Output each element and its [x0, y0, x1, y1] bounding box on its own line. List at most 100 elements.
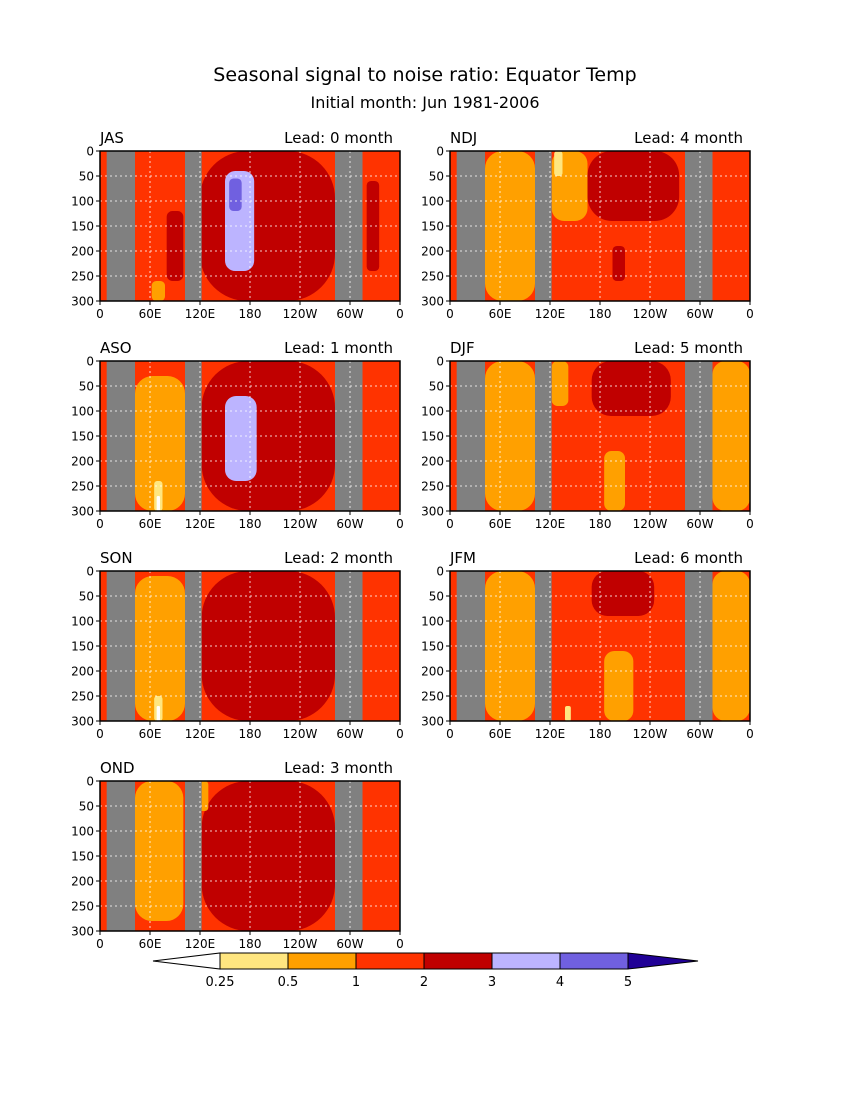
- land-mask: [185, 781, 202, 931]
- panel-lead-label: Lead: 4 month: [634, 129, 743, 147]
- land-mask: [335, 151, 363, 301]
- y-tick-label: 250: [71, 690, 94, 704]
- chart-subtitle: Initial month: Jun 1981-2006: [310, 93, 539, 112]
- y-tick-label: 250: [421, 480, 444, 494]
- panel-lead-label: Lead: 5 month: [634, 339, 743, 357]
- x-tick-label: 180: [239, 307, 262, 321]
- x-tick-label: 60W: [686, 307, 713, 321]
- x-tick-label: 60E: [139, 727, 162, 741]
- x-tick-label: 60E: [139, 937, 162, 951]
- panel-season-label: DJF: [450, 339, 475, 357]
- y-tick-label: 50: [429, 170, 444, 184]
- y-tick-label: 150: [71, 430, 94, 444]
- panel-lead-label: Lead: 6 month: [634, 549, 743, 567]
- y-tick-label: 150: [421, 430, 444, 444]
- colorbar-extension-high: [627, 952, 699, 970]
- land-mask: [335, 361, 363, 511]
- y-tick-label: 100: [71, 825, 94, 839]
- land-mask: [335, 571, 363, 721]
- grid-lines: [450, 571, 750, 721]
- colorbar-label: 2: [420, 975, 428, 990]
- land-mask: [535, 361, 552, 511]
- contour-region: [366, 181, 380, 271]
- y-tick-label: 150: [421, 220, 444, 234]
- contour-region: [565, 706, 571, 721]
- contour-region: [551, 361, 569, 406]
- x-tick-label: 120W: [283, 937, 318, 951]
- x-tick-label: 60W: [686, 727, 713, 741]
- y-tick-label: 200: [421, 665, 444, 679]
- y-tick-label: 300: [421, 715, 444, 729]
- contour-region: [591, 571, 655, 616]
- land-mask: [685, 571, 713, 721]
- chart-title: Seasonal signal to noise ratio: Equator …: [213, 64, 636, 86]
- land-mask: [535, 571, 552, 721]
- y-tick-label: 50: [79, 800, 94, 814]
- panel-season-label: ASO: [100, 339, 132, 357]
- x-tick-label: 0: [396, 517, 404, 531]
- x-tick-label: 0: [746, 727, 754, 741]
- colorbar-label: 1: [352, 975, 360, 990]
- y-tick-label: 250: [421, 270, 444, 284]
- panel-lead-label: Lead: 2 month: [284, 549, 393, 567]
- y-tick-label: 50: [79, 380, 94, 394]
- y-tick-label: 100: [71, 615, 94, 629]
- land-mask: [685, 151, 713, 301]
- x-tick-label: 120E: [535, 517, 566, 531]
- y-tick-label: 100: [421, 405, 444, 419]
- panel-season-label: SON: [100, 549, 133, 567]
- y-tick-label: 300: [71, 715, 94, 729]
- contour-region: [135, 781, 184, 921]
- colorbar-swatch: [287, 952, 357, 970]
- colorbar: 0.25 0.5 1 2 3 4 5: [152, 952, 699, 990]
- x-tick-label: 0: [396, 727, 404, 741]
- y-tick-label: 100: [71, 405, 94, 419]
- y-tick-label: 50: [79, 590, 94, 604]
- x-tick-label: 0: [396, 307, 404, 321]
- x-tick-label: 120W: [633, 307, 668, 321]
- colorbar-label: 3: [488, 975, 496, 990]
- grid-lines: [100, 781, 400, 931]
- y-tick-label: 200: [421, 245, 444, 259]
- x-tick-label: 120E: [535, 307, 566, 321]
- contour-region: [229, 178, 242, 211]
- panel-lead-label: Lead: 1 month: [284, 339, 393, 357]
- y-tick-label: 0: [86, 355, 94, 369]
- x-tick-label: 180: [589, 307, 612, 321]
- panel-season-label: NDJ: [450, 129, 477, 147]
- land-mask: [185, 571, 202, 721]
- contour-region: [201, 781, 335, 931]
- x-tick-label: 0: [96, 937, 104, 951]
- x-tick-label: 0: [746, 307, 754, 321]
- x-tick-label: 0: [96, 307, 104, 321]
- y-tick-label: 0: [86, 775, 94, 789]
- x-tick-label: 60E: [139, 307, 162, 321]
- land-mask: [335, 781, 363, 931]
- y-tick-label: 200: [71, 875, 94, 889]
- x-tick-label: 0: [96, 517, 104, 531]
- y-tick-label: 150: [71, 640, 94, 654]
- contour-region: [225, 396, 257, 481]
- x-tick-label: 120E: [535, 727, 566, 741]
- y-tick-label: 200: [421, 455, 444, 469]
- contour-region: [604, 651, 634, 721]
- x-tick-label: 120W: [283, 307, 318, 321]
- x-tick-label: 120W: [283, 727, 318, 741]
- y-tick-label: 300: [421, 295, 444, 309]
- panel-season-label: OND: [100, 759, 135, 777]
- y-tick-label: 300: [421, 505, 444, 519]
- x-tick-label: 120E: [185, 307, 216, 321]
- panel-season-label: JAS: [99, 129, 124, 147]
- y-tick-label: 200: [71, 455, 94, 469]
- y-tick-label: 0: [86, 145, 94, 159]
- x-tick-label: 120E: [185, 937, 216, 951]
- panel-season-label: JFM: [449, 549, 476, 567]
- grid-lines: [450, 151, 750, 301]
- x-tick-label: 180: [589, 727, 612, 741]
- y-tick-label: 50: [429, 590, 444, 604]
- y-tick-label: 100: [421, 615, 444, 629]
